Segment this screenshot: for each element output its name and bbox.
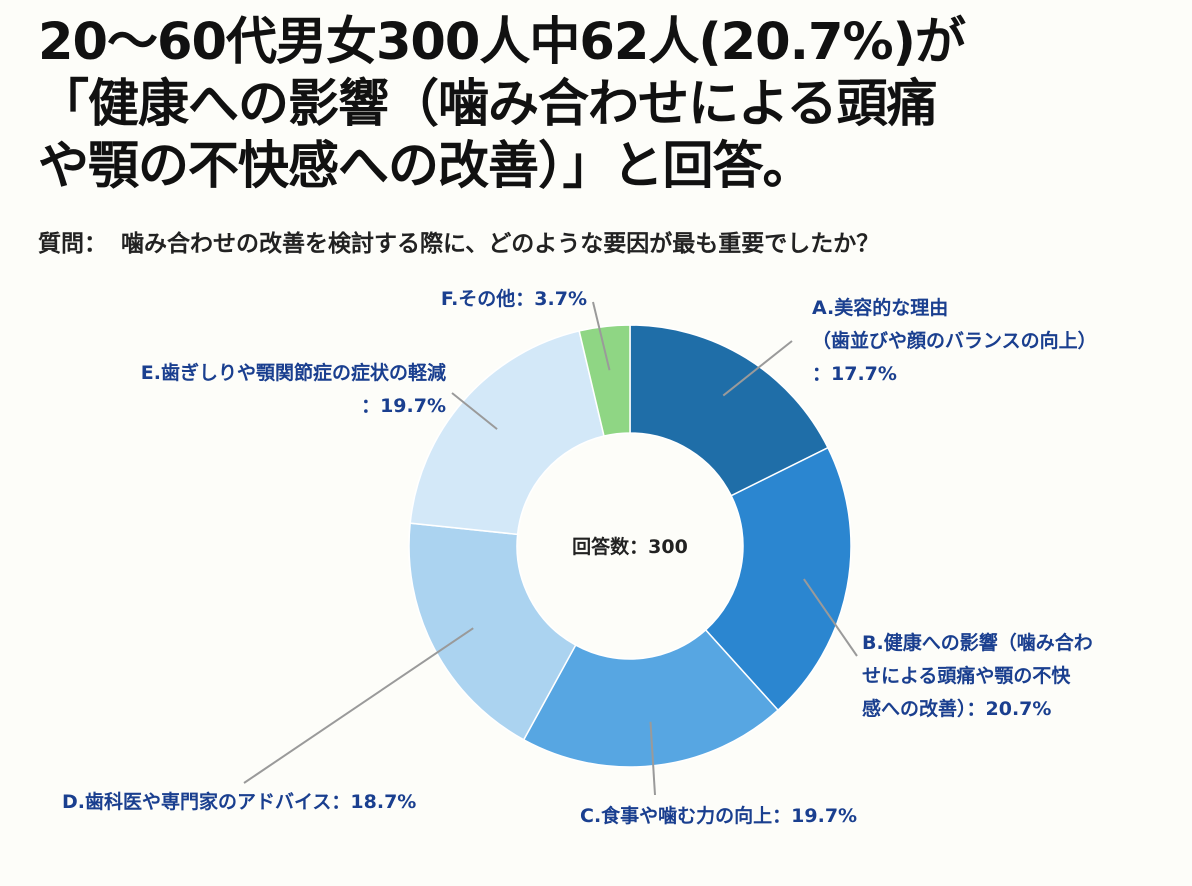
slice-labels: A.美容的な理由 （歯並びや顔のバランスの向上） ：17.7% B.健康への影響（噛み… xyxy=(62,287,1097,827)
title-line-2: 「健康への影響（噛み合わせによる頭痛 xyxy=(38,75,937,134)
leader-line-a xyxy=(722,340,793,397)
label-b-line-3: 感への改善）：20.7% xyxy=(862,697,1051,720)
donut-slices xyxy=(408,324,852,768)
leader-lines xyxy=(243,301,858,796)
leader-line-f xyxy=(592,301,611,371)
slice-e xyxy=(409,330,605,536)
leader-line-c xyxy=(649,721,656,796)
label-c-line-1: C.食事や噛む力の向上：19.7% xyxy=(580,804,857,827)
chart-title: 20～60代男女300人中62人(20.7%)が 「健康への影響（噛み合わせによ… xyxy=(38,12,1168,198)
label-b-line-2: せによる頭痛や顎の不快 xyxy=(862,664,1071,687)
label-d: D.歯科医や専門家のアドバイス：18.7% xyxy=(62,790,416,813)
label-c: C.食事や噛む力の向上：19.7% xyxy=(580,804,857,827)
slice-c xyxy=(522,628,780,768)
leader-line-d xyxy=(243,627,474,784)
title-line-1: 20～60代男女300人中62人(20.7%)が xyxy=(38,13,966,72)
label-d-line-1: D.歯科医や専門家のアドバイス：18.7% xyxy=(62,790,416,813)
question-label: 質問： xyxy=(38,231,107,257)
label-e-line-1: E.歯ぎしりや顎関節症の症状の軽減 xyxy=(141,361,446,384)
slice-f xyxy=(578,324,631,437)
question-text: 噛み合わせの改善を検討する際に、どのような要因が最も重要でしたか？ xyxy=(121,231,880,257)
label-e: E.歯ぎしりや顎関節症の症状の軽減 ：19.7% xyxy=(141,361,446,417)
question: 質問： 噛み合わせの改善を検討する際に、どのような要因が最も重要でしたか？ xyxy=(38,224,879,258)
leader-line-e xyxy=(451,392,498,430)
label-f: F.その他：3.7% xyxy=(441,287,587,310)
label-e-line-2: ：19.7% xyxy=(361,395,446,417)
label-a: A.美容的な理由 （歯並びや顔のバランスの向上） ：17.7% xyxy=(812,296,1097,385)
label-b: B.健康への影響（噛み合わせによる頭痛や顎の不快感への改善）：20.7% xyxy=(862,631,1093,720)
label-f-line-1: F.その他：3.7% xyxy=(441,287,587,310)
title-line-3: や顎の不快感への改善）」と回答。 xyxy=(38,137,814,196)
slice-b xyxy=(704,446,852,712)
center-label: 回答数：300 xyxy=(572,535,688,558)
label-b-line-1: B.健康への影響（噛み合わ xyxy=(862,631,1093,654)
slice-a xyxy=(629,324,829,497)
label-a-line-3: ：17.7% xyxy=(812,363,897,385)
label-a-line-1: A.美容的な理由 xyxy=(812,296,948,319)
slice-d xyxy=(408,522,577,741)
leader-line-b xyxy=(803,578,858,657)
label-a-line-2: （歯並びや顔のバランスの向上） xyxy=(812,329,1097,352)
